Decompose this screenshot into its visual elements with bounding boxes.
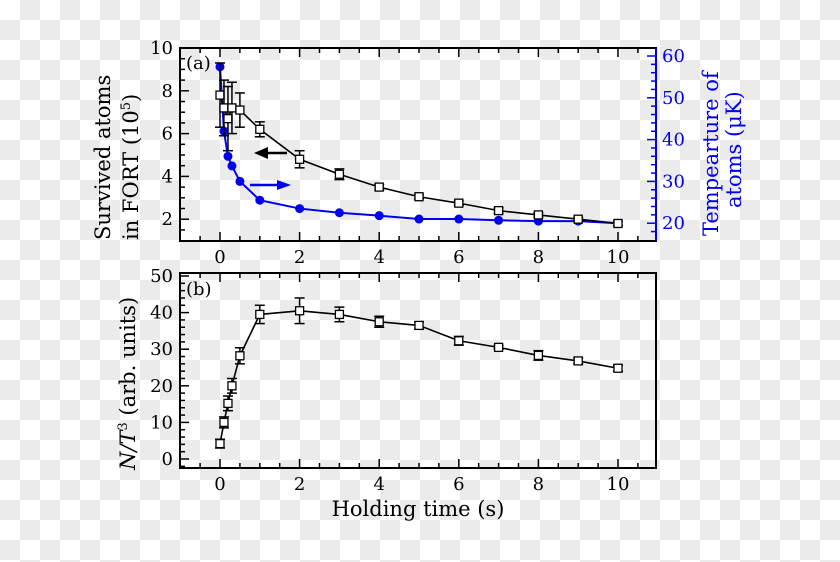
panel-b: 0 2 4 6 8 10 0 10 20 30 40 50 (b) N/T3 (arb. units… — [116, 266, 657, 521]
data-point-circle — [414, 214, 424, 224]
data-point-square — [219, 417, 229, 428]
y-tick-label: 30 — [150, 339, 173, 360]
temperature-series — [215, 62, 623, 228]
x-tick-label: 4 — [373, 247, 384, 268]
data-point-square — [235, 105, 245, 115]
x-tick-label: 6 — [453, 474, 464, 495]
n-over-t3-series — [215, 297, 623, 449]
panel-a-left-ylabel-line1: Survived atoms — [91, 75, 115, 240]
y-tick-label: 20 — [150, 376, 173, 397]
data-point-square — [533, 210, 544, 220]
y-tick-label: 0 — [162, 449, 173, 470]
data-point-square — [573, 214, 583, 224]
data-point-circle — [454, 214, 464, 224]
y-tick-label: 40 — [150, 303, 173, 324]
x-tick-label: 0 — [214, 247, 225, 268]
left-axis-arrow — [254, 147, 287, 159]
series-line — [219, 309, 619, 444]
data-point-square — [223, 398, 233, 409]
data-point-square — [255, 124, 265, 134]
data-point-square — [613, 218, 623, 229]
data-point-square — [414, 320, 424, 331]
data-point-square — [219, 103, 229, 113]
panel-a-right-ylabel-line1: Tempearture of — [699, 69, 723, 236]
x-tick-label: 2 — [294, 474, 305, 495]
panel-a-right-ylabel-line2: atoms (μK) — [722, 91, 746, 208]
data-point-square — [255, 309, 265, 320]
right-axis-arrow — [250, 180, 291, 190]
data-point-square — [454, 198, 464, 208]
left-y-tick-label: 4 — [162, 166, 173, 187]
data-point-square — [215, 438, 225, 449]
x-tick-label: 8 — [533, 474, 544, 495]
data-point-circle — [223, 151, 233, 161]
left-y-tick-label: 6 — [162, 124, 173, 145]
data-point-circle — [374, 211, 384, 221]
panel-b-x-ticks: 0 2 4 6 8 10 — [199, 273, 639, 495]
left-y-tick-label: 10 — [150, 38, 173, 59]
data-point-square — [374, 317, 384, 327]
right-y-tick-label: 60 — [662, 46, 685, 67]
data-point-circle — [334, 208, 344, 218]
panel-a: 0 2 4 6 8 10 2 4 6 8 10 20 30 40 50 60 (a) Survived a… — [91, 38, 746, 268]
x-tick-label: 6 — [453, 247, 464, 268]
data-point-square — [235, 351, 245, 361]
data-point-square — [533, 350, 544, 361]
panel-a-x-ticks: 0 2 4 6 8 10 — [199, 48, 639, 268]
data-point-square — [334, 169, 345, 179]
panel-b-ylabel: N/T3 (arb. units) — [116, 297, 140, 471]
panel-a-label: (a) — [186, 53, 211, 74]
data-point-circle — [235, 176, 245, 186]
data-point-square — [374, 182, 384, 192]
data-point-square — [223, 113, 233, 124]
panel-b-frame — [179, 272, 657, 469]
x-tick-label: 10 — [607, 247, 630, 268]
data-point-square — [334, 309, 345, 320]
panel-a-right-y-ticks: 20 30 40 50 60 — [647, 46, 685, 234]
y-tick-label: 10 — [150, 412, 173, 433]
panel-b-label: (b) — [186, 279, 212, 300]
data-point-square — [227, 103, 237, 113]
data-point-circle — [295, 204, 305, 214]
panel-a-left-ylabel-line2: in FORT (105) — [119, 94, 143, 240]
data-point-square — [573, 356, 583, 366]
survived-atoms-series — [215, 62, 623, 229]
right-y-tick-label: 40 — [662, 130, 685, 151]
data-point-circle — [494, 215, 504, 225]
x-axis-label: Holding time (s) — [332, 497, 505, 521]
data-point-square — [215, 90, 225, 100]
data-point-circle — [255, 195, 265, 205]
right-y-tick-label: 30 — [662, 171, 685, 192]
left-y-tick-label: 2 — [162, 209, 173, 230]
left-y-tick-label: 8 — [162, 81, 173, 102]
x-tick-label: 2 — [294, 247, 305, 268]
y-tick-label: 50 — [150, 266, 173, 287]
panel-a-frame — [179, 47, 657, 242]
panel-a-left-y-ticks: 2 4 6 8 10 — [150, 38, 189, 231]
data-point-square — [613, 363, 623, 373]
right-y-tick-label: 20 — [662, 213, 685, 234]
x-tick-label: 8 — [533, 247, 544, 268]
data-point-square — [493, 205, 504, 216]
data-point-square — [414, 192, 424, 202]
x-tick-label: 0 — [214, 474, 225, 495]
data-point-square — [294, 306, 305, 316]
data-point-square — [454, 336, 464, 346]
panel-b-y-ticks: 0 10 20 30 40 50 — [150, 266, 189, 470]
data-point-square — [493, 342, 504, 353]
x-tick-label: 10 — [607, 474, 630, 495]
x-tick-label: 4 — [373, 474, 384, 495]
right-y-tick-label: 50 — [662, 88, 685, 109]
data-point-square — [294, 154, 305, 164]
data-point-square — [227, 381, 237, 391]
data-point-circle — [227, 161, 237, 171]
